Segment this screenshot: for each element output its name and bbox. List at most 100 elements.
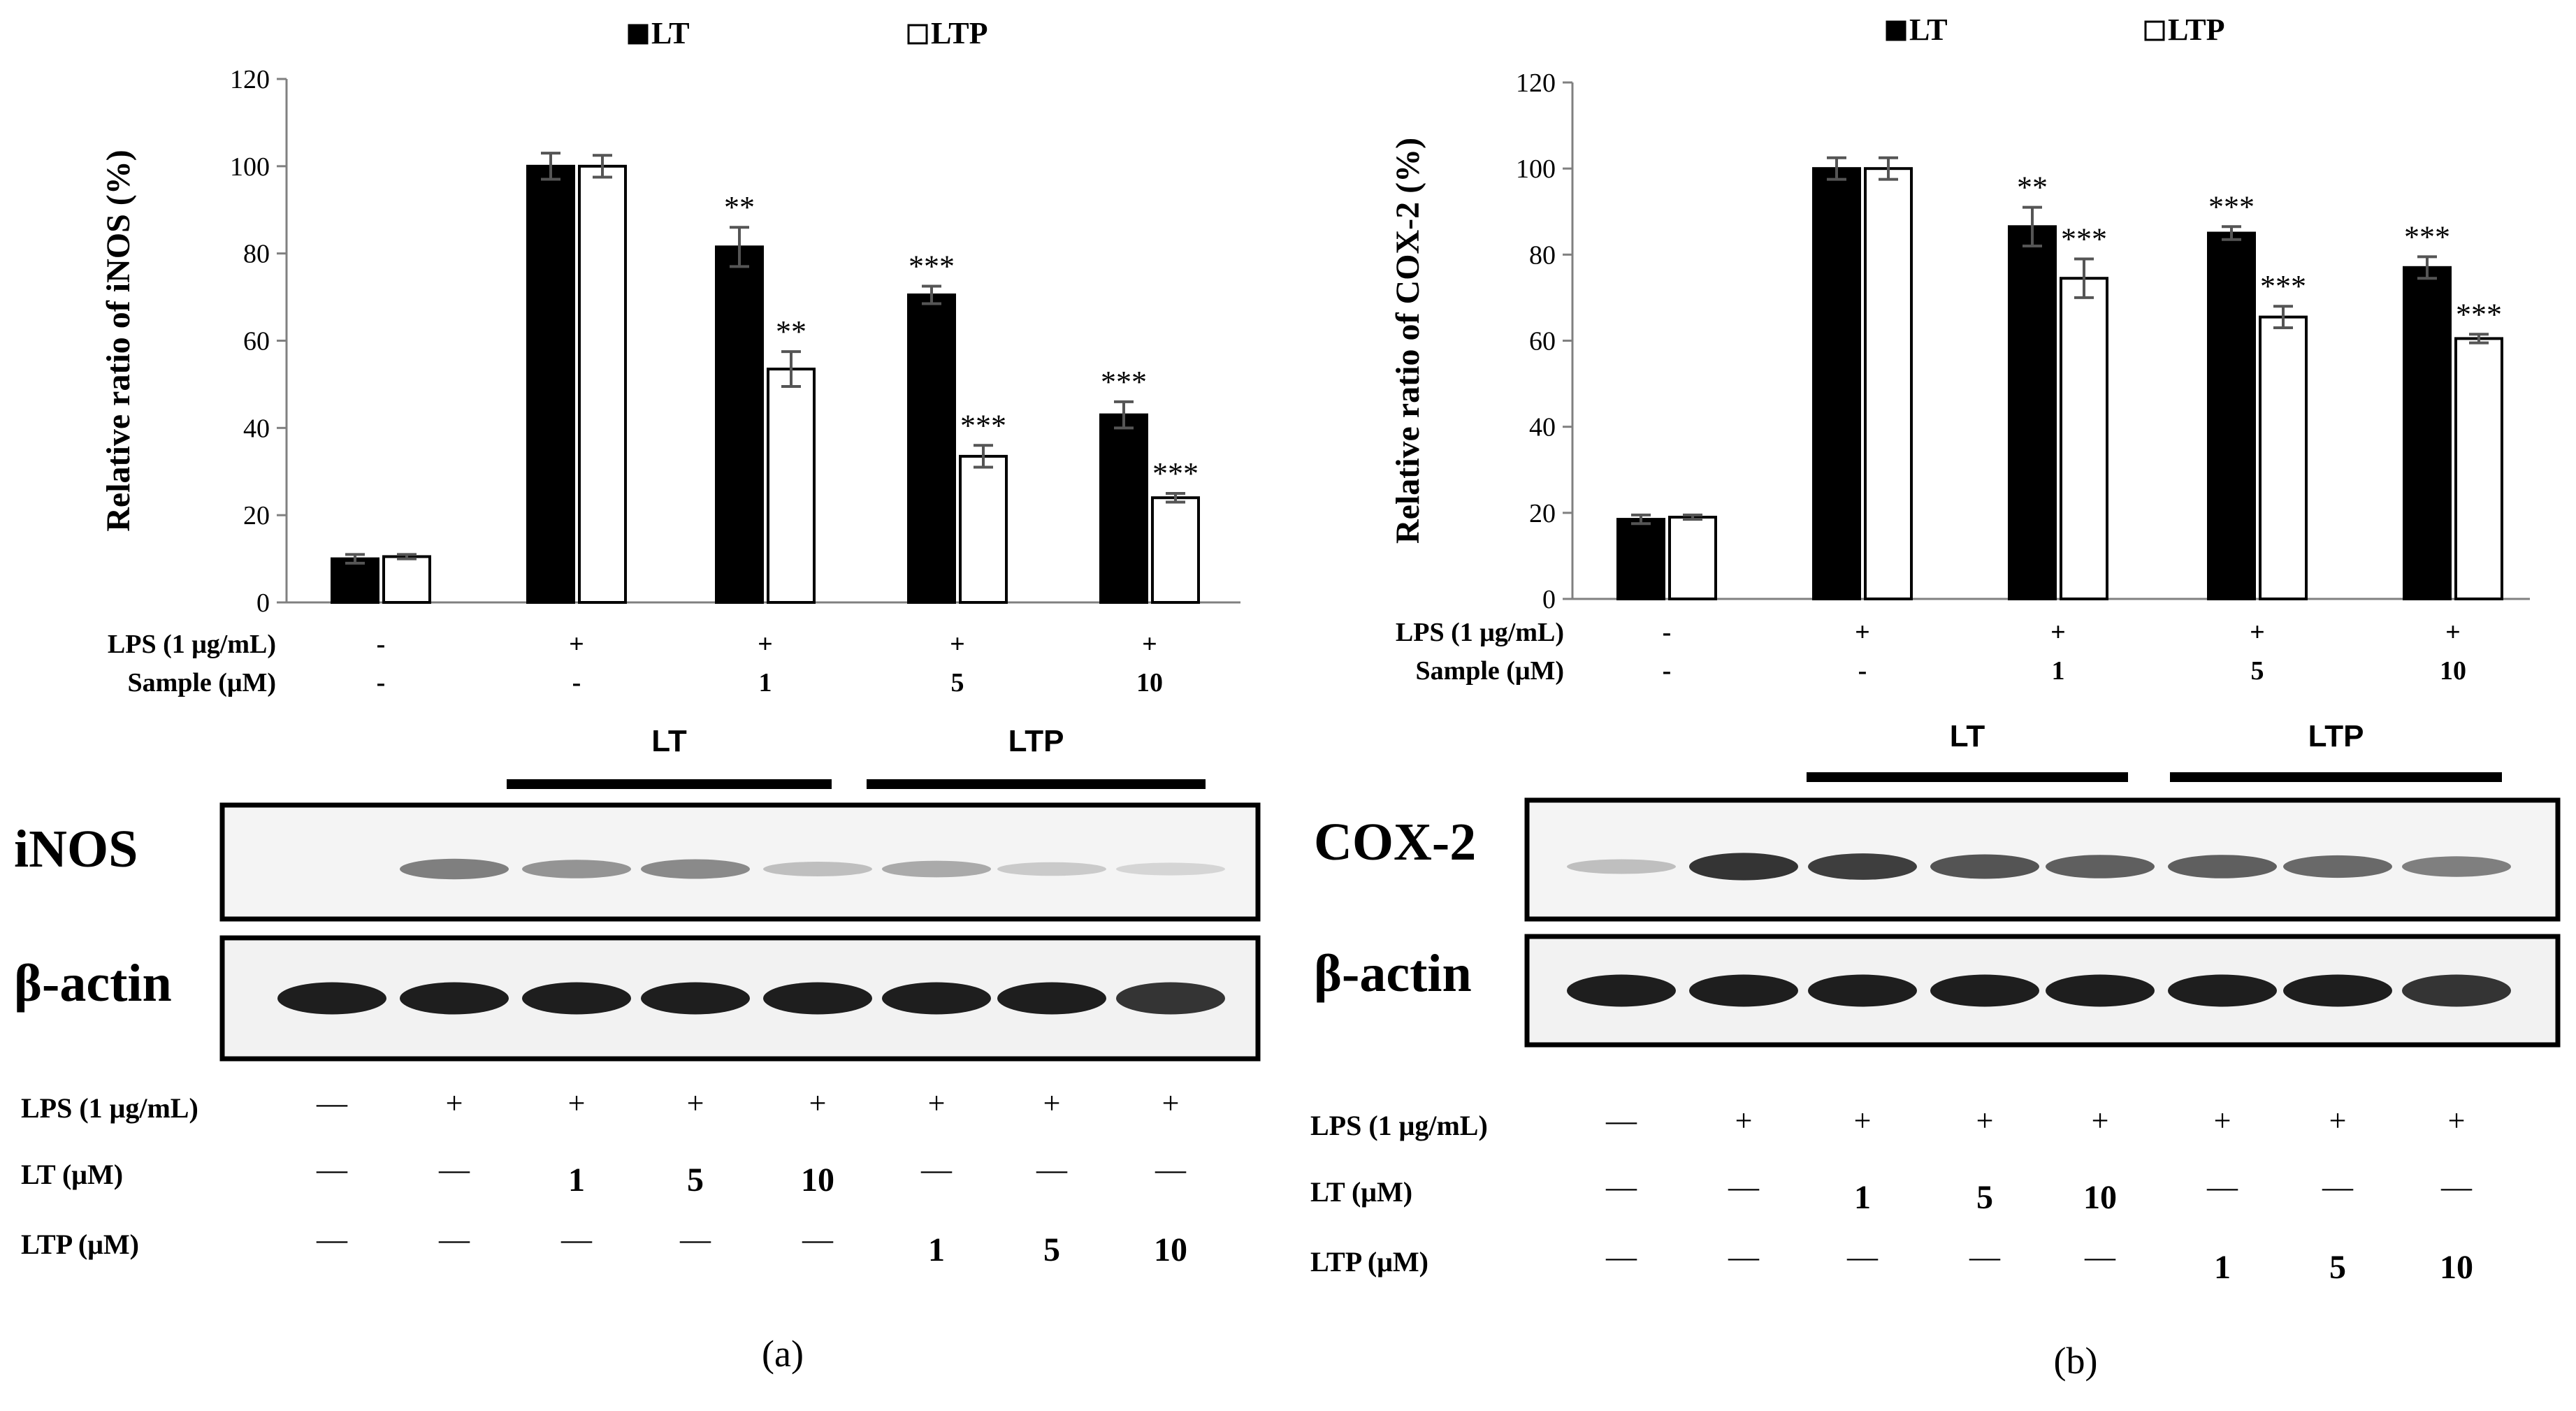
blot-band xyxy=(2402,974,2511,1007)
bar-lt xyxy=(715,245,764,604)
y-tick-label: 120 xyxy=(230,65,270,94)
condition-row-label: Sample (μM) xyxy=(1415,656,1564,686)
y-tick-label: 40 xyxy=(243,414,270,443)
condition-value: 5 xyxy=(951,668,964,697)
blot-condition-label: LT (μM) xyxy=(1310,1176,1412,1208)
condition-value: + xyxy=(1855,618,1870,647)
bar-ltp xyxy=(959,454,1008,605)
condition-value: + xyxy=(2050,618,2066,647)
significance-label: *** xyxy=(2456,297,2502,331)
significance-label: *** xyxy=(1152,456,1199,491)
blot-group-label-ltp: LTP xyxy=(2308,719,2364,753)
condition-value: 1 xyxy=(2052,656,2065,686)
condition-value: - xyxy=(1858,656,1867,686)
bar-ltp xyxy=(767,368,816,605)
blot-condition-value: + xyxy=(2092,1104,2109,1138)
blot-band xyxy=(522,860,631,878)
bar-lt xyxy=(2403,266,2452,600)
blot-condition-value: + xyxy=(1162,1086,1180,1120)
y-tick-label: 40 xyxy=(1529,413,1556,442)
blot-condition-value: — xyxy=(560,1222,593,1257)
blot-condition-value: — xyxy=(1846,1240,1879,1274)
blot-row-label: β-actin xyxy=(14,954,172,1013)
condition-value: - xyxy=(1663,656,1672,686)
legend-swatch-lt xyxy=(1886,20,1906,41)
blot-band xyxy=(277,982,386,1015)
blot-condition-label: LTP (μM) xyxy=(21,1229,139,1260)
blot-band xyxy=(1689,974,1798,1007)
blot-band xyxy=(400,858,509,880)
blot-condition-value: + xyxy=(446,1086,463,1120)
blot-condition-value: 5 xyxy=(687,1162,704,1199)
blot-band xyxy=(1808,853,1917,880)
blot-band xyxy=(882,860,991,878)
legend-label-ltp: LTP xyxy=(931,16,988,50)
significance-label: *** xyxy=(2061,222,2107,256)
blot-condition-value: 5 xyxy=(1043,1231,1060,1268)
y-tick-label: 60 xyxy=(1529,327,1556,356)
blot-condition-value: — xyxy=(1155,1152,1187,1187)
blot-band xyxy=(2283,974,2392,1007)
blot-group-label-lt: LT xyxy=(1950,719,1985,753)
condition-row-label: LPS (1 μg/mL) xyxy=(1396,618,1564,647)
significance-label: ** xyxy=(776,314,806,349)
blot-box-target xyxy=(1524,797,2561,922)
y-tick-label: 80 xyxy=(243,240,270,269)
condition-value: 10 xyxy=(1136,668,1163,697)
significance-label: *** xyxy=(909,249,955,283)
blot-band xyxy=(2168,974,2277,1007)
bar-lt xyxy=(1812,167,1861,600)
condition-value: + xyxy=(2445,618,2461,647)
bar-lt xyxy=(1099,413,1148,604)
blot-band xyxy=(1689,853,1798,881)
blot-condition-value: — xyxy=(802,1222,834,1257)
blot-condition-value: — xyxy=(920,1152,953,1187)
blot-band xyxy=(1930,854,2039,879)
significance-label: *** xyxy=(2208,189,2255,224)
blot-condition-label: LPS (1 μg/mL) xyxy=(21,1092,198,1124)
blot-band xyxy=(2046,855,2155,878)
legend-label-lt: LT xyxy=(1909,13,1948,47)
blot-condition-value: — xyxy=(1605,1104,1637,1138)
condition-row-label: Sample (μM) xyxy=(127,668,276,697)
blot-condition-value: + xyxy=(1854,1104,1872,1138)
blot-band xyxy=(1930,974,2039,1007)
bar-lt xyxy=(2008,225,2057,601)
y-tick-label: 100 xyxy=(230,152,270,182)
blot-condition-value: + xyxy=(1043,1086,1061,1120)
blot-band xyxy=(2283,855,2392,878)
blot-band xyxy=(1808,974,1917,1007)
blot-condition-value: 1 xyxy=(2214,1249,2231,1286)
y-axis-label: Relative ratio of COX-2 (%) xyxy=(1389,138,1426,544)
blot-condition-label: LT (μM) xyxy=(21,1159,123,1190)
bar-ltp xyxy=(2259,315,2308,600)
bar-lt xyxy=(1616,518,1665,601)
condition-value: + xyxy=(758,630,773,659)
blot-band xyxy=(1567,859,1676,874)
blot-condition-value: + xyxy=(1735,1104,1753,1138)
condition-value: + xyxy=(950,630,965,659)
blot-box-target xyxy=(219,802,1261,922)
blot-band xyxy=(2168,855,2277,878)
y-tick-label: 80 xyxy=(1529,240,1556,270)
blot-condition-value: — xyxy=(316,1222,348,1257)
significance-label: *** xyxy=(960,408,1006,442)
bar-ltp xyxy=(1668,515,1717,600)
blot-condition-value: 1 xyxy=(1854,1179,1871,1216)
blot-condition-value: — xyxy=(1969,1240,2001,1274)
y-tick-label: 120 xyxy=(1516,68,1556,98)
blot-condition-value: — xyxy=(679,1222,711,1257)
blot-condition-value: 10 xyxy=(2083,1179,2117,1216)
blot-condition-value: — xyxy=(1728,1240,1760,1274)
blot-condition-value: + xyxy=(1976,1104,1994,1138)
bar-ltp xyxy=(1864,167,1913,600)
blot-band xyxy=(522,982,631,1015)
blot-condition-value: + xyxy=(928,1086,946,1120)
blot-condition-value: — xyxy=(438,1222,470,1257)
blot-condition-value: — xyxy=(316,1152,348,1187)
blot-group-label-lt: LT xyxy=(651,724,687,758)
y-tick-label: 0 xyxy=(256,588,270,618)
blot-condition-value: — xyxy=(2322,1170,2354,1204)
condition-value: - xyxy=(377,668,386,697)
blot-condition-value: 10 xyxy=(801,1162,834,1199)
